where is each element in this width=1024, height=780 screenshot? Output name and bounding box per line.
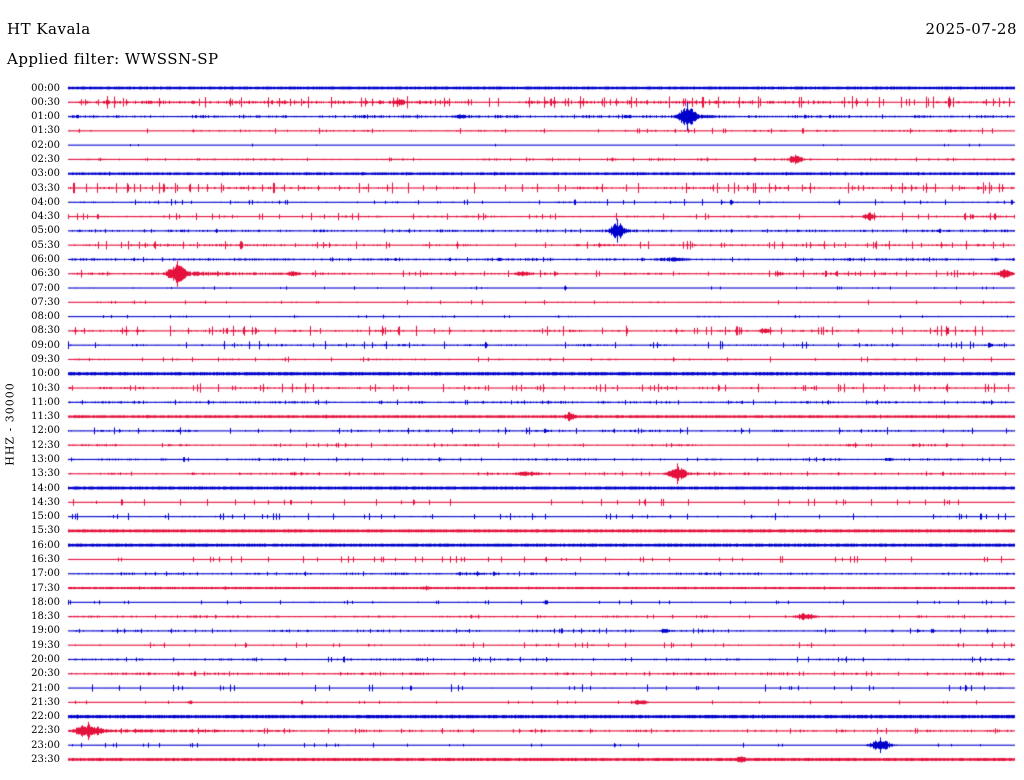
helicorder-page: HT Kavala 2025-07-28 Applied filter: WWS… — [0, 0, 1024, 780]
helicorder-canvas — [0, 0, 1024, 780]
